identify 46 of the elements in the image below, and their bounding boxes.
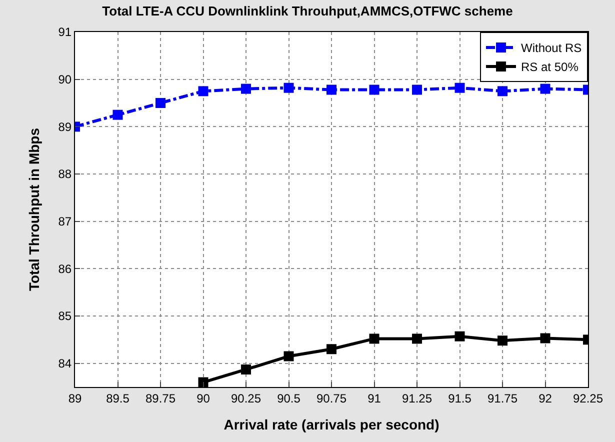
y-tick-label: 90 (58, 72, 72, 87)
point (198, 377, 208, 387)
x-tick-label: 92.25 (572, 391, 604, 406)
x-tick-label: 89.5 (106, 391, 130, 406)
point (284, 82, 294, 93)
point (369, 334, 380, 344)
point (540, 84, 550, 94)
point (454, 82, 465, 93)
point (326, 84, 336, 95)
point (369, 84, 380, 95)
x-tick-label: 89 (68, 391, 82, 406)
point (241, 364, 251, 374)
point (198, 86, 208, 96)
y-tick-label: 84 (58, 356, 72, 371)
point (112, 110, 123, 120)
point (498, 86, 508, 96)
legend-label: Without RS (521, 41, 582, 56)
x-tick-label: 90 (196, 391, 210, 406)
x-tick-label: 91.25 (402, 391, 432, 406)
x-tick-label: 92 (538, 391, 552, 406)
point (156, 98, 166, 108)
y-axis-title: Total Throuhput in Mbps (26, 128, 42, 292)
x-tick-label: 91 (368, 391, 382, 406)
y-tick-label: 88 (58, 167, 72, 182)
legend-label: RS at 50% (521, 60, 579, 74)
x-axis-title: Arrival rate (arrivals per second) (224, 416, 440, 433)
x-tick-label: 90.75 (316, 391, 347, 406)
x-tick-label: 90.25 (230, 391, 262, 406)
point (284, 351, 294, 362)
x-tick-label: 90.5 (277, 391, 301, 406)
x-tick-label: 91.5 (448, 391, 472, 406)
point (412, 84, 422, 95)
point (540, 333, 550, 344)
point (454, 331, 465, 342)
point (241, 84, 251, 94)
y-tick-label: 89 (58, 120, 72, 134)
chart-title: Total LTE-A CCU Downlinklink Throuhput,AMMCS,OTFWC scheme (102, 4, 513, 19)
y-tick-label: 87 (58, 214, 72, 229)
y-tick-label: 85 (58, 309, 72, 324)
y-tick-label: 91 (58, 25, 72, 40)
point (498, 336, 508, 346)
x-tick-label: 91.75 (487, 391, 518, 406)
x-tick-label: 89.75 (145, 391, 176, 406)
point (412, 334, 422, 344)
point (326, 344, 336, 354)
y-tick-label: 86 (58, 262, 72, 276)
